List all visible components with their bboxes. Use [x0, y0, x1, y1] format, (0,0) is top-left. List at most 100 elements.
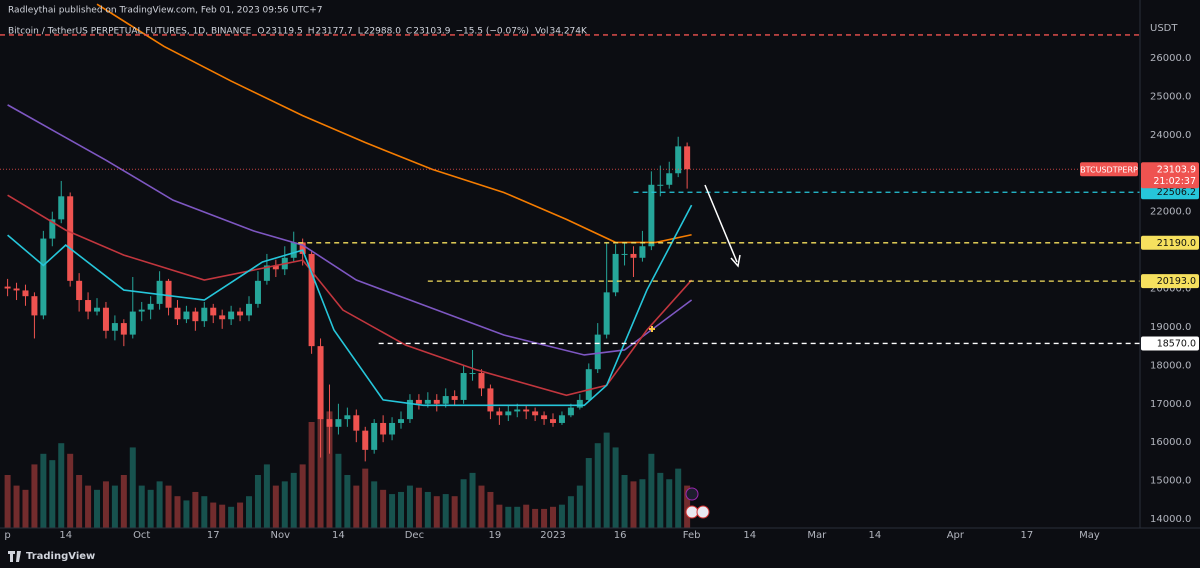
candle-body	[612, 253, 619, 293]
candle-body	[353, 415, 360, 431]
candle-body	[138, 309, 145, 312]
candle-body	[201, 307, 208, 322]
volume-bar	[308, 422, 315, 528]
x-tick-label: Mar	[807, 530, 827, 541]
candle-body	[49, 219, 56, 239]
level-tag	[1141, 274, 1199, 289]
x-tick-label: 14	[59, 530, 72, 541]
candle-body	[4, 286, 11, 289]
candle-body	[192, 311, 199, 322]
y-tick-label: 19000.0	[1150, 322, 1191, 333]
plot-area	[0, 3, 1140, 462]
moving-average	[7, 104, 693, 356]
candle-body	[308, 253, 315, 347]
moving-average	[7, 194, 693, 397]
legend-text: O	[257, 27, 264, 37]
legend-text: C	[406, 27, 412, 37]
volume-bar	[442, 494, 449, 528]
candle-body	[174, 307, 181, 320]
volume-bar	[272, 485, 279, 528]
candle-body	[532, 411, 539, 416]
volume-bar	[523, 504, 530, 528]
volume-bar	[389, 494, 396, 528]
candle-body	[558, 415, 565, 423]
candle-body	[406, 399, 413, 420]
candle-body	[389, 422, 396, 435]
candle-body	[31, 296, 38, 316]
volume-bar	[415, 487, 422, 528]
last-price-label: 23103.9	[1157, 164, 1196, 175]
x-tick-label: 16	[614, 530, 627, 541]
moving-average	[7, 204, 693, 407]
candle-body	[335, 419, 342, 427]
volume-bar	[40, 453, 47, 528]
volume-bar	[183, 500, 190, 528]
candle-body	[246, 303, 253, 316]
volume-bar	[228, 506, 235, 528]
candle-body	[451, 396, 458, 400]
candle-body	[603, 292, 610, 335]
x-tick-label: 17	[207, 530, 220, 541]
candle-body	[415, 399, 422, 404]
volume-bar	[344, 475, 351, 528]
candle-body	[362, 430, 369, 450]
candle-body	[76, 280, 83, 301]
candle-body	[237, 311, 244, 316]
legend-text: Vol	[535, 27, 548, 37]
candle-body	[675, 146, 682, 174]
volume-bar	[612, 447, 619, 528]
volume-bar	[648, 453, 655, 528]
candle-body	[40, 238, 47, 316]
candle-body	[496, 411, 503, 416]
candle-body	[344, 415, 351, 420]
volume-bar	[398, 491, 405, 528]
volume-bar	[469, 472, 476, 528]
y-tick-label: 14000.0	[1150, 514, 1191, 525]
x-tick-label: 2023	[540, 530, 565, 541]
candle-body	[85, 300, 92, 312]
legend-text: L	[358, 27, 363, 37]
volume-bar	[192, 491, 199, 528]
level-tag	[1141, 235, 1199, 250]
candle-body	[219, 315, 226, 320]
volume-bar	[281, 481, 288, 528]
volume-bar	[487, 491, 494, 528]
ticker-label: BTCUSDTPERP	[1080, 165, 1138, 174]
volume-bar	[94, 489, 101, 528]
candle-body	[94, 307, 101, 312]
volume-bar	[4, 475, 11, 528]
candle-body	[129, 311, 136, 335]
volume-bar	[424, 491, 431, 528]
legend-text: 23119.5	[265, 27, 302, 37]
volume-bar	[576, 485, 583, 528]
event-icon	[685, 487, 699, 501]
volume-bar	[666, 479, 673, 528]
candle-body	[120, 323, 127, 335]
volume-bar	[219, 504, 226, 528]
candle-body	[639, 246, 646, 258]
candle-body	[183, 311, 190, 320]
volume-bar	[585, 458, 592, 528]
y-tick-label: 25000.0	[1150, 91, 1191, 102]
candle-body	[290, 242, 297, 258]
candle-body	[469, 373, 476, 375]
volume-bar	[621, 475, 628, 528]
volume-bar	[558, 504, 565, 528]
x-tick-label: 17	[1021, 530, 1034, 541]
candle-body	[567, 407, 574, 416]
candle-body	[594, 334, 601, 370]
volume-bar	[335, 453, 342, 528]
publisher-line: Radleythai published on TradingView.com,…	[8, 6, 322, 16]
candle-body	[13, 288, 20, 291]
candle-body	[541, 415, 548, 420]
volume-bar	[13, 485, 20, 528]
volume-bar	[532, 508, 539, 528]
candle-body	[424, 399, 431, 404]
volume-bar	[129, 447, 136, 528]
legend-text: 23103.9	[413, 27, 450, 37]
candle-body	[657, 184, 664, 186]
volume-bar	[263, 464, 270, 528]
volume-bar	[290, 472, 297, 528]
last-price-tag	[1141, 162, 1199, 189]
